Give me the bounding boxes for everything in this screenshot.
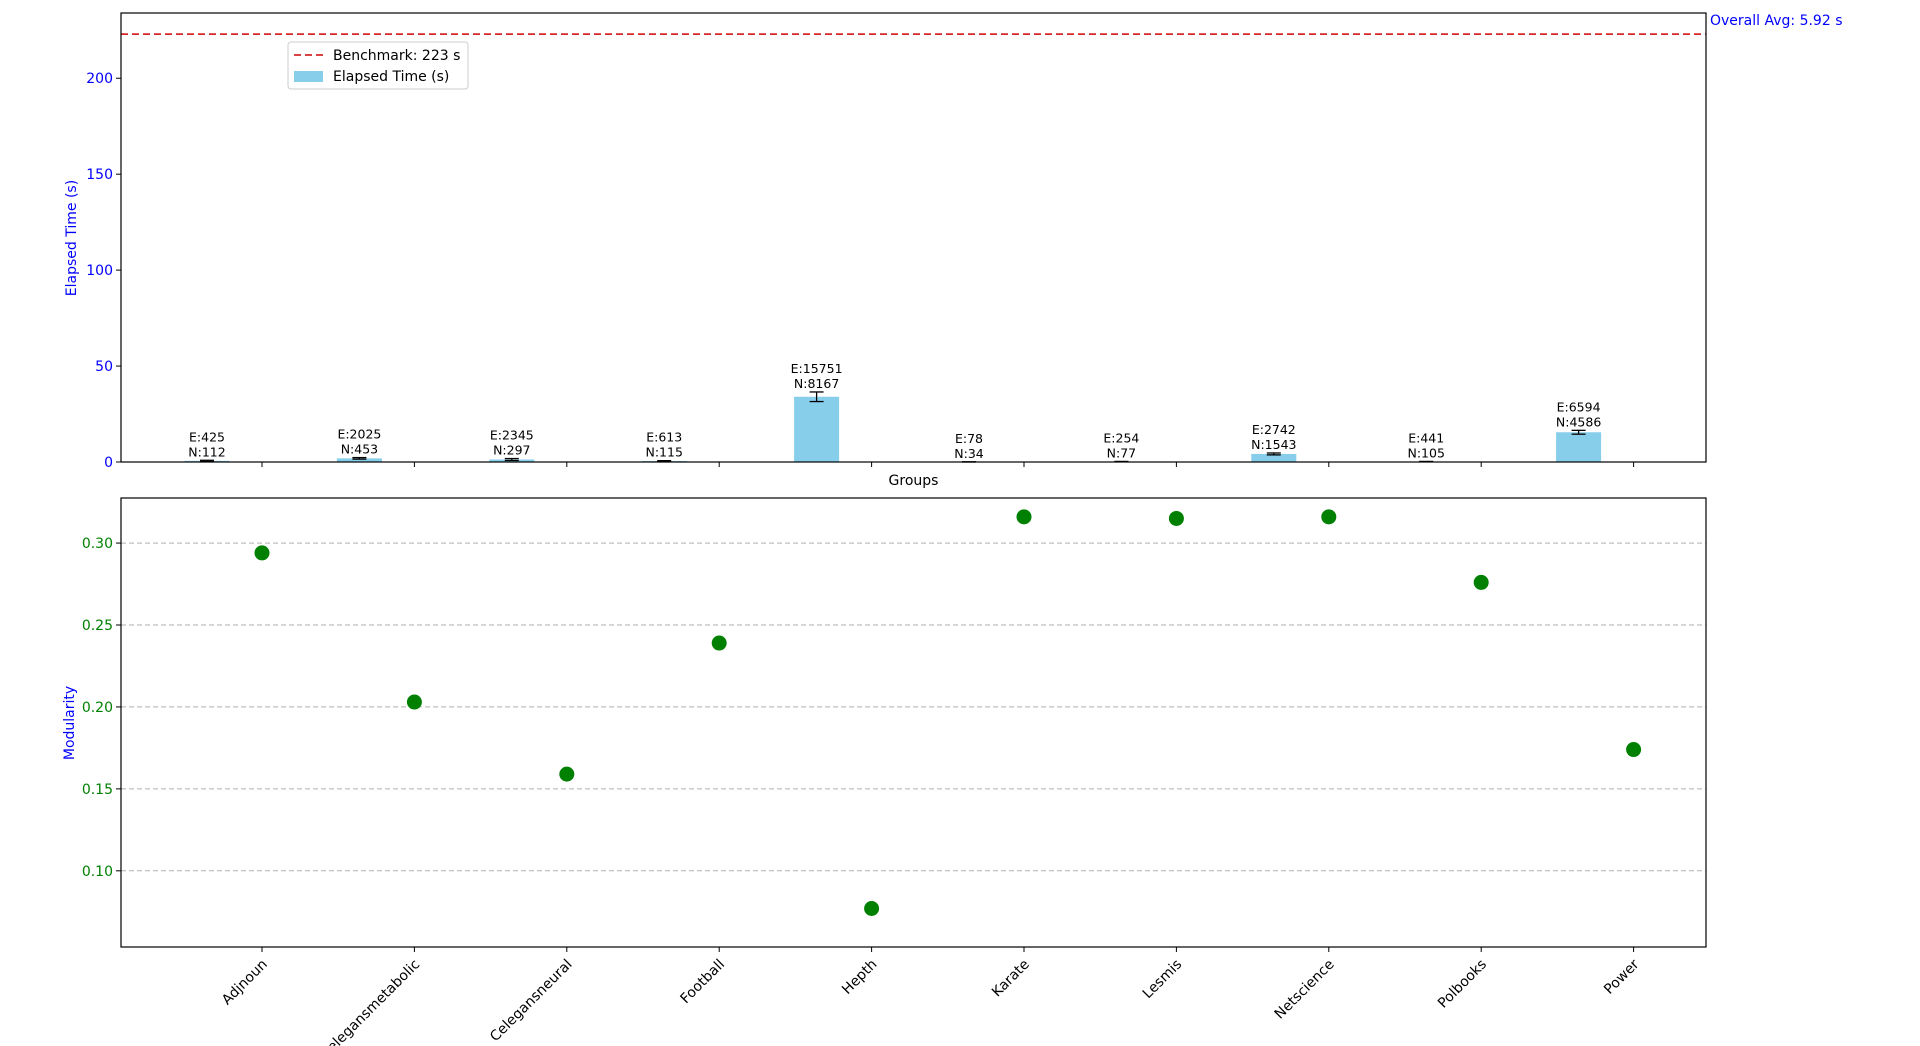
x-tick-label-1: Celegansmetabolic: [317, 957, 423, 1046]
x-tick-label-7: Netscience: [1272, 957, 1338, 1023]
x-tick-label-6: Lesmis: [1140, 957, 1185, 1002]
overall-average-annotation: Overall Avg: 5.92 s: [1710, 13, 1843, 29]
bar-label-e-9: E:6594: [1557, 399, 1601, 414]
bar-label-e-3: E:613: [646, 430, 682, 445]
top-y-tick-label-0: 0: [104, 455, 113, 471]
bar-label-n-4: N:8167: [794, 376, 839, 391]
bottom-y-tick-label-4: 0.30: [82, 536, 113, 552]
top-x-axis-label: Groups: [889, 473, 939, 489]
bar-label-e-6: E:254: [1103, 430, 1139, 445]
legend-benchmark-label: Benchmark: 223 s: [333, 48, 460, 64]
bar-label-n-6: N:77: [1107, 445, 1136, 460]
modularity-scatter-chart: 0.10 0.15 0.20 0.25 0.30 Adjnoun Celegansmetab…: [62, 497, 1707, 1046]
bar-label-e-2: E:2345: [490, 428, 534, 443]
bar-label-n-8: N:105: [1407, 445, 1444, 460]
bar-9: [1556, 432, 1602, 462]
x-tick-label-5: Karate: [989, 957, 1033, 1001]
legend-box: [287, 41, 469, 90]
top-y-tick-label-3: 150: [86, 167, 113, 183]
bar-label-n-3: N:115: [645, 445, 682, 460]
top-y-axis-label: Elapsed Time (s): [64, 180, 80, 296]
bar-label-n-0: N:112: [188, 444, 225, 459]
point-8: [1473, 574, 1489, 590]
bar-label-e-4: E:15751: [791, 361, 843, 376]
bar-label-e-1: E:2025: [337, 427, 381, 442]
bar-label-n-5: N:34: [954, 446, 984, 461]
bar-label-e-5: E:78: [955, 431, 983, 446]
bottom-y-tick-label-1: 0.15: [82, 782, 113, 798]
top-axes-frame: [120, 12, 1707, 463]
bar-label-n-7: N:1543: [1251, 437, 1296, 452]
bar-1: [336, 458, 382, 462]
bar-label-n-2: N:297: [493, 443, 530, 458]
bottom-y-axis-label: Modularity: [62, 686, 78, 760]
legend-elapsed-swatch: [294, 71, 323, 82]
elapsed-time-bar-chart: N:112E:425N:453E:2025N:297E:2345N:115E:6…: [64, 12, 1843, 489]
legend-elapsed-label: Elapsed Time (s): [333, 69, 449, 85]
point-5: [1016, 509, 1032, 525]
bottom-y-tick-label-2: 0.20: [82, 700, 113, 716]
bar-label-e-0: E:425: [189, 429, 225, 444]
point-9: [1626, 742, 1642, 758]
bottom-y-tick-label-3: 0.25: [82, 618, 113, 634]
point-2: [559, 766, 575, 782]
top-y-tick-label-2: 100: [86, 263, 113, 279]
point-6: [1168, 510, 1184, 526]
x-tick-label-0: Adjnoun: [219, 957, 271, 1009]
bar-4: [794, 396, 840, 462]
top-y-tick-label-4: 200: [86, 71, 113, 87]
bar-7: [1251, 453, 1297, 462]
top-y-tick-label-1: 50: [95, 359, 113, 375]
bar-label-e-7: E:2742: [1252, 422, 1296, 437]
legend: Benchmark: 223 s Elapsed Time (s): [287, 41, 469, 90]
point-0: [254, 545, 270, 561]
bar-label-n-1: N:453: [341, 442, 378, 457]
bar-label-e-8: E:441: [1408, 430, 1444, 445]
x-tick-label-2: Celegansneural: [487, 957, 575, 1045]
bar-label-n-9: N:4586: [1556, 414, 1601, 429]
bottom-axes-frame: [120, 497, 1707, 948]
x-tick-label-3: Football: [678, 957, 729, 1008]
x-tick-label-9: Power: [1601, 956, 1642, 997]
point-4: [864, 900, 880, 916]
x-tick-label-4: Hepth: [839, 957, 880, 998]
point-1: [406, 694, 422, 710]
bottom-y-tick-label-0: 0.10: [82, 864, 113, 880]
point-7: [1321, 509, 1337, 525]
x-tick-label-8: Polbooks: [1435, 957, 1490, 1012]
point-3: [711, 635, 727, 651]
